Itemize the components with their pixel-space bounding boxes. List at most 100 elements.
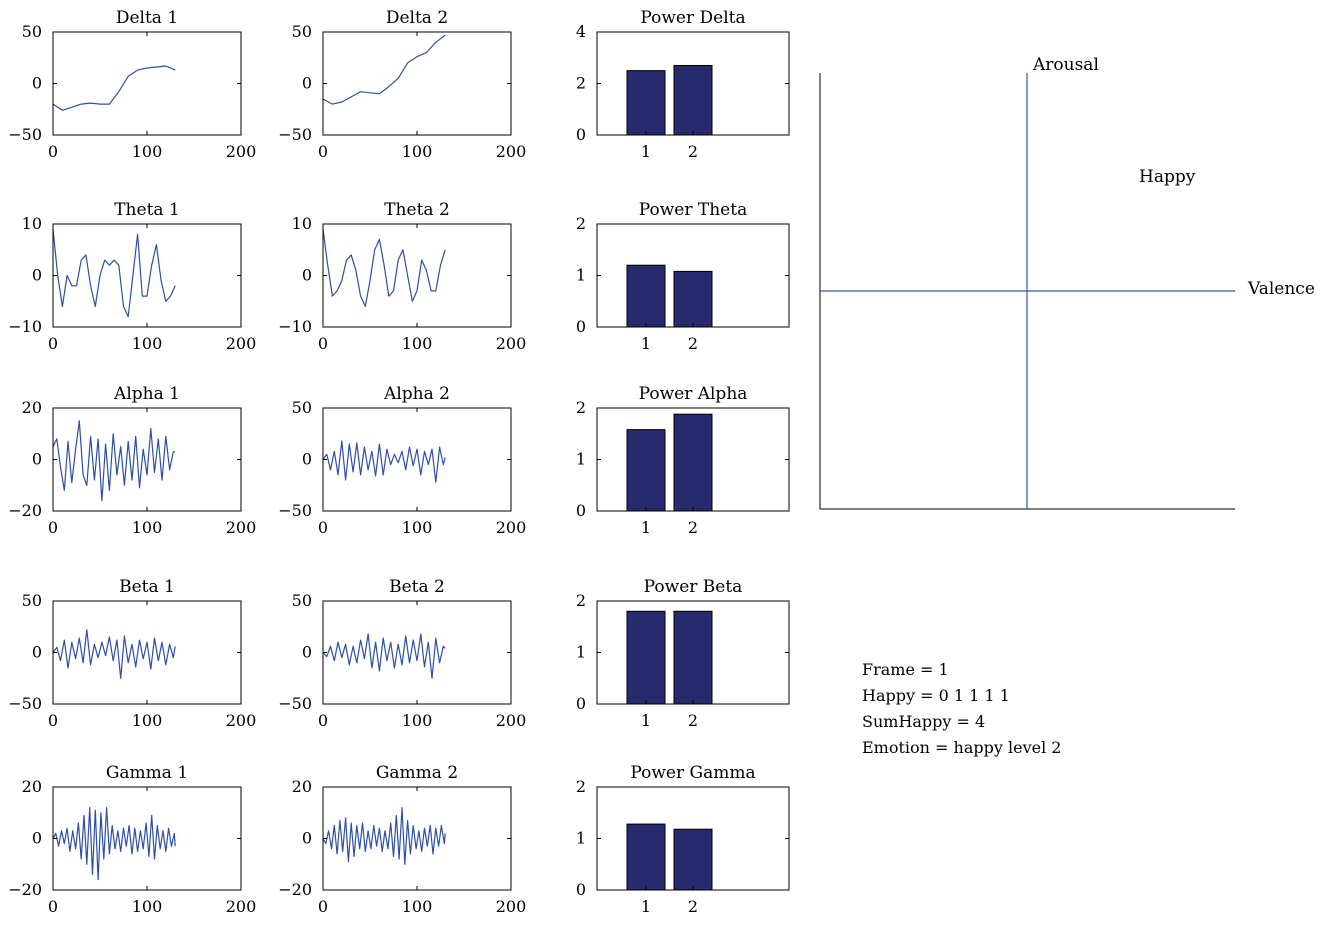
bar-2 [673,828,713,891]
x-tick-label: 1 [641,518,651,537]
subplot-title: Theta 1 [114,200,180,220]
x-tick-label: 100 [402,334,433,353]
subplot-power-theta: Power Theta 1 2 2 1 0 [576,200,790,353]
x-tick-label: 100 [132,334,163,353]
plot-frame [322,600,512,705]
subplot-title: Power Alpha [639,384,748,404]
y-tick-label: 50 [292,398,312,417]
y-tick-label: −50 [278,694,312,713]
subplot-title: Gamma 2 [376,763,458,783]
series-line [52,229,176,318]
subplot-power-gamma: Power Gamma 1 2 2 1 0 [576,763,790,916]
plot-frame [596,600,790,705]
y-tick-label: −20 [278,880,312,899]
bar-1 [626,429,666,512]
y-tick-label: 4 [576,22,586,41]
plot-frame [322,786,512,891]
y-tick-label: 0 [576,501,586,520]
plot-frame [52,407,242,512]
x-tick-label: 100 [132,897,163,916]
y-tick-label: 2 [576,74,586,93]
bar-1 [626,264,666,328]
plot-frame [596,31,790,136]
subplot-title: Beta 1 [119,577,175,597]
x-tick-label: 0 [48,334,58,353]
x-tick-label: 0 [318,142,328,161]
y-tick-label: −50 [8,694,42,713]
series-line [322,34,446,105]
x-tick-label: 0 [48,897,58,916]
x-tick-label: 1 [641,334,651,353]
subplot-title: Gamma 1 [106,763,188,783]
y-tick-label: 0 [32,266,42,285]
bar-2 [673,413,713,512]
series-line [52,806,176,881]
subplot-power-alpha: Power Alpha 1 2 2 1 0 [576,384,790,537]
y-tick-label: 0 [576,125,586,144]
series-line [322,633,446,679]
y-tick-label: 2 [576,214,586,233]
x-tick-label: 200 [226,897,257,916]
series-line [322,440,446,483]
plot-frame [52,223,242,328]
y-tick-label: 0 [576,880,586,899]
y-tick-label: 2 [576,777,586,796]
x-tick-label: 200 [226,518,257,537]
x-tick-label: 0 [48,142,58,161]
plot-frame [322,407,512,512]
x-tick-label: 200 [226,334,257,353]
x-tick-label: 0 [318,897,328,916]
y-tick-label: 0 [302,74,312,93]
emotion-text: Emotion = happy level 2 [862,738,1062,757]
y-tick-label: 2 [576,398,586,417]
x-tick-label: 1 [641,142,651,161]
y-tick-label: 0 [302,643,312,662]
x-tick-label: 200 [226,142,257,161]
plot-frame [322,223,512,328]
y-tick-label: −10 [8,317,42,336]
bar-1 [626,823,666,891]
y-tick-label: 0 [576,694,586,713]
plot-frame [596,786,790,891]
subplot-title: Delta 1 [116,8,178,28]
subplot-alpha-2: Alpha 2 0 100 200 50 0 −50 [278,384,526,537]
plot-frame [52,786,242,891]
x-tick-label: 200 [496,334,527,353]
x-tick-label: 0 [318,334,328,353]
subplot-title: Power Gamma [630,763,755,783]
arousal-label: Arousal [1032,55,1099,75]
y-tick-label: 0 [302,266,312,285]
x-tick-label: 2 [688,897,698,916]
y-tick-label: 0 [302,450,312,469]
y-tick-label: 50 [22,591,42,610]
series-line [52,629,176,679]
x-tick-label: 200 [496,897,527,916]
x-tick-label: 100 [402,142,433,161]
y-tick-label: 10 [292,214,312,233]
x-tick-label: 200 [226,711,257,730]
emotion-plot: Arousal Valence Happy [819,55,1315,510]
subplot-title: Delta 2 [386,8,448,28]
y-tick-label: 50 [292,591,312,610]
x-tick-label: 0 [318,711,328,730]
y-tick-label: 20 [22,777,42,796]
subplot-power-beta: Power Beta 1 2 2 1 0 [576,577,790,730]
x-tick-label: 100 [402,518,433,537]
frame-text: Frame = 1 [862,660,949,679]
y-tick-label: 1 [576,450,586,469]
subplot-delta-1: Delta 1 0 100 200 50 0 −50 [8,8,256,161]
info-panel: Frame = 1 Happy = 0 1 1 1 1 SumHappy = 4… [862,657,1061,761]
sum-happy-text: SumHappy = 4 [862,712,986,731]
subplot-delta-2: Delta 2 0 100 200 50 0 −50 [278,8,526,161]
x-tick-label: 100 [132,711,163,730]
plot-frame [596,407,790,512]
plot-frame [52,600,242,705]
y-tick-label: 1 [576,643,586,662]
y-tick-label: 0 [302,829,312,848]
x-tick-label: 100 [402,897,433,916]
subplot-title: Theta 2 [384,200,450,220]
